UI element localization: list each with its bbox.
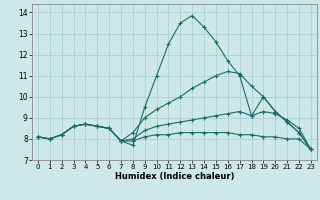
X-axis label: Humidex (Indice chaleur): Humidex (Indice chaleur) [115,172,234,181]
